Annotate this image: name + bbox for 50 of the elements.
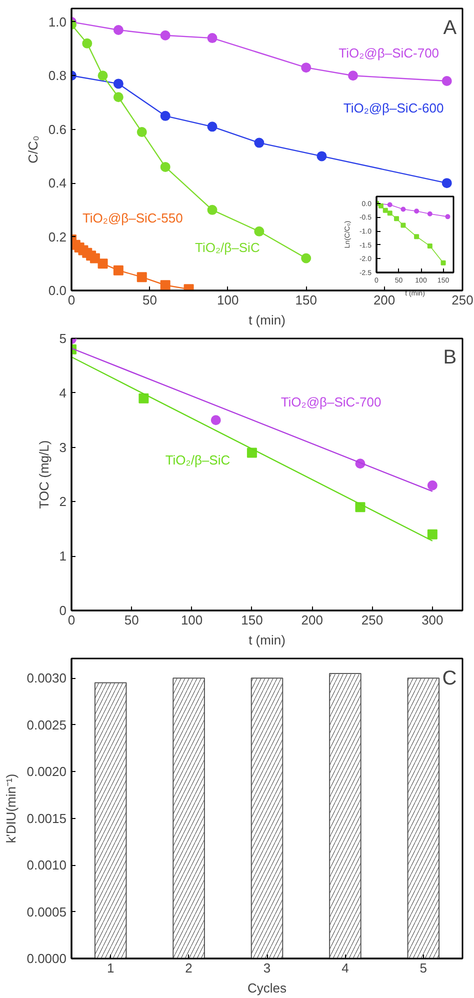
x-tick-label: 1	[106, 960, 114, 976]
x-tick-label: 250	[452, 292, 474, 308]
x-tick-label: 200	[373, 292, 396, 308]
x-tick-label: 150	[295, 292, 317, 308]
y-tick-label: 3	[59, 440, 67, 455]
x-axis-title: t (min)	[248, 312, 286, 328]
x-tick-label: 50	[124, 612, 139, 628]
x-tick-label: 300	[422, 612, 444, 628]
y-tick-label: 0.0005	[26, 904, 67, 920]
x-tick-label: 5	[420, 960, 428, 976]
y-tick-label: 0.0010	[26, 858, 67, 873]
y-tick-label: 1	[59, 548, 67, 564]
series-label: TiO₂/β–SiC	[165, 452, 230, 468]
series-label: TiO₂/β–SiC	[195, 240, 260, 256]
x-tick-label: 100	[180, 612, 203, 628]
annotation: A	[443, 16, 458, 39]
y-tick-label: 0.8	[48, 68, 67, 84]
text: TiO₂@β–SiC-700	[280, 394, 382, 410]
annotation: C	[442, 668, 457, 690]
x-tick-label: 250	[361, 612, 384, 628]
y-tick-label: 0.0015	[26, 810, 67, 826]
series-label: TiO₂@β–SiC-700	[338, 45, 440, 60]
y-tick-label: 0	[59, 603, 67, 618]
y-axis-title: k'DIU(min⁻¹)	[4, 774, 19, 844]
x-axis-title: t (min)	[248, 632, 286, 648]
y-tick-label: 0.2	[48, 229, 67, 244]
y-tick-label: 0.0030	[26, 670, 67, 686]
y-tick-label: 0.0	[48, 283, 67, 298]
y-tick-label: 0.0000	[26, 951, 67, 966]
x-axis-title: Cycles	[247, 980, 288, 996]
x-tick-label: 2	[185, 960, 192, 976]
text: TiO₂@β–SiC-600	[343, 100, 444, 116]
y-tick-label: 5	[59, 331, 67, 346]
y-tick-label: 2	[59, 494, 67, 510]
y-tick-label: 1.0	[48, 14, 67, 30]
annotation: B	[443, 346, 457, 369]
x-tick-label: 100	[217, 292, 239, 308]
y-tick-label: 4	[59, 385, 67, 400]
x-tick-label: 200	[301, 612, 323, 628]
series-label: TiO₂@β–SiC-550	[82, 210, 183, 226]
x-tick-label: 3	[263, 960, 271, 976]
y-axis-title: C/C₀	[25, 136, 40, 164]
y-tick-label: 0.0020	[26, 764, 67, 780]
y-axis-title: TOC (mg/L)	[36, 440, 52, 509]
x-tick-label: 150	[241, 612, 263, 628]
y-tick-label: 0.0025	[26, 717, 67, 732]
x-tick-label: 50	[142, 292, 157, 308]
y-tick-label: 0.6	[48, 122, 67, 137]
x-tick-label: 4	[342, 960, 349, 976]
y-tick-label: 0.4	[48, 176, 67, 191]
